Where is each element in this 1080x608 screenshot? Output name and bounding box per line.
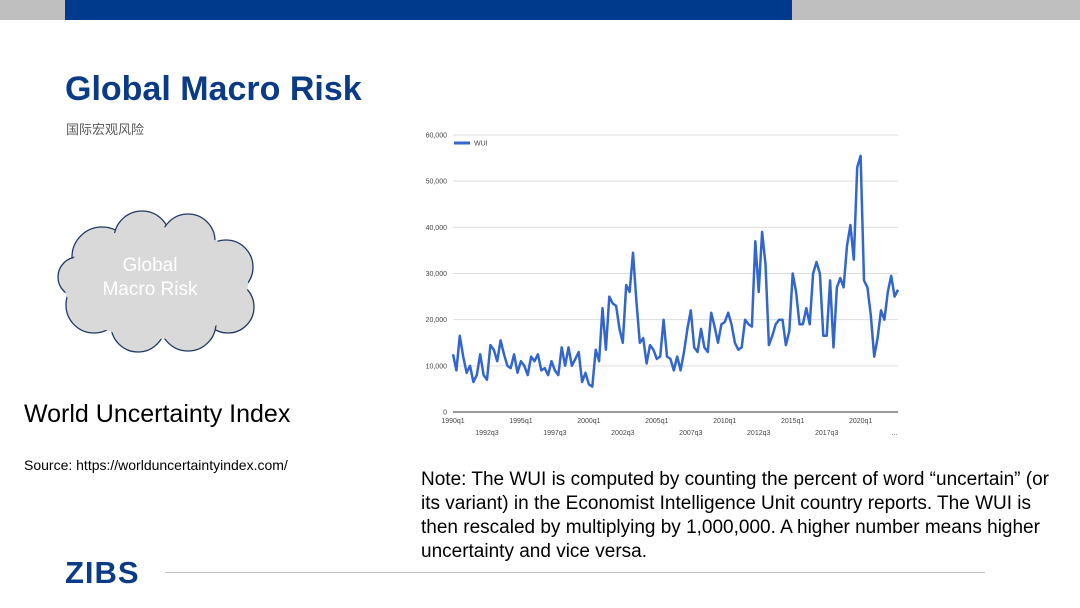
zibs-logo: ZIBS [65, 555, 140, 590]
top-band-left [0, 0, 65, 20]
top-band-right [792, 0, 1080, 20]
x-tick-label: 2005q1 [645, 418, 668, 425]
y-tick-label: 50,000 [426, 179, 448, 186]
x-tick-label: 1990q1 [441, 418, 464, 425]
legend-label: WUI [474, 141, 488, 148]
x-tick-label: 1995q1 [509, 418, 532, 425]
x-tick-label: 1992q3 [475, 430, 498, 437]
top-band-blue [65, 0, 792, 20]
x-tick-label: 2010q1 [713, 418, 736, 425]
x-tick-label: 2015q1 [781, 418, 804, 425]
slide-subtitle: 国际宏观风险 [66, 123, 145, 138]
y-tick-label: 20,000 [426, 317, 448, 324]
wui-line-chart: 0 10,000 20,000 30,000 40,000 50,000 60,000 199… [426, 133, 900, 437]
note-text: Note: The WUI is computed by counting th… [421, 469, 1050, 562]
x-tick-label: 2012q3 [747, 430, 770, 437]
cloud-label-line2: Macro Risk [102, 279, 198, 300]
y-tick-label: 10,000 [426, 363, 448, 370]
cloud-shape [57, 210, 255, 353]
series-line-wui [451, 154, 900, 388]
x-tick-label: 2000q1 [577, 418, 600, 425]
y-tick-label: 60,000 [426, 133, 448, 140]
source-text: Source: https://worlduncertaintyindex.co… [24, 457, 288, 473]
x-tick-label: 1997q3 [543, 430, 566, 437]
x-tick-label: 2002q3 [611, 430, 634, 437]
y-tick-label: 0 [443, 410, 447, 417]
slide-title: Global Macro Risk [65, 70, 362, 108]
cloud-label-line1: Global [122, 255, 178, 276]
y-tick-label: 40,000 [426, 225, 448, 232]
footer-line [165, 572, 985, 573]
wui-heading: World Uncertainty Index [24, 400, 291, 428]
x-tick-label: 2020q1 [849, 418, 872, 425]
x-tick-label: 2017q3 [815, 430, 838, 437]
y-tick-label: 30,000 [426, 271, 448, 278]
cloud-label: Global Macro Risk [70, 254, 230, 302]
x-tick-label: 2007q3 [679, 430, 702, 437]
x-tick-label: ... [892, 430, 898, 437]
